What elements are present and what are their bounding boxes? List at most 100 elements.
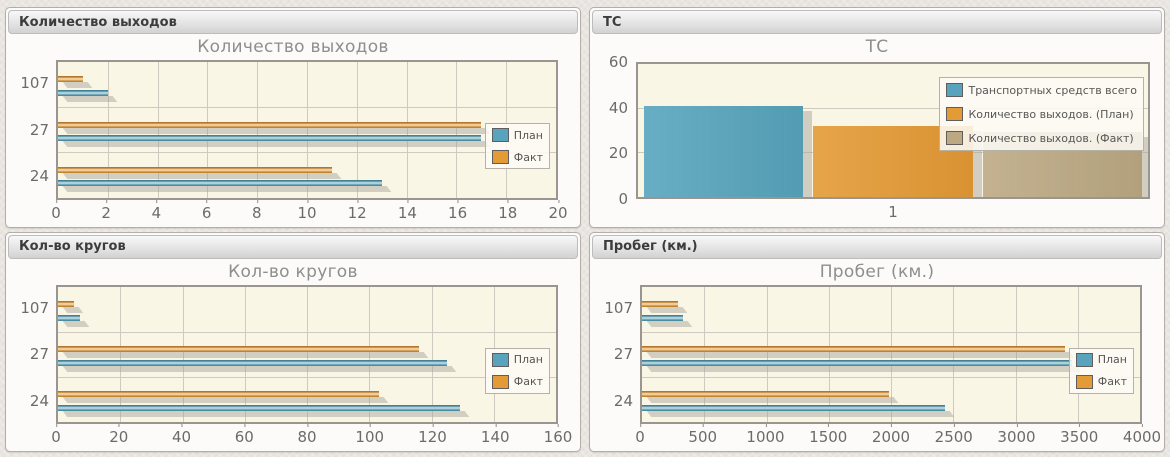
- panel-header[interactable]: Количество выходов: [8, 10, 578, 34]
- panel-probeg: Пробег (км.) Пробег (км.) 107 27 24 План Фак…: [589, 231, 1165, 452]
- panel-header[interactable]: Пробег (км.): [592, 234, 1162, 259]
- gridline-horizontal: [638, 108, 1148, 110]
- x-axis-label: 10: [297, 199, 317, 222]
- x-axis-label: 2500: [934, 424, 973, 446]
- bar-fact-107: [58, 300, 74, 307]
- panel-header[interactable]: Кол-во кругов: [8, 234, 578, 259]
- gridline-horizontal: [58, 331, 556, 333]
- chart-title: Кол-во кругов: [228, 261, 358, 282]
- x-axis-label: 3500: [1060, 424, 1099, 446]
- gridline-vertical: [431, 286, 433, 422]
- legend-swatch-icon: [491, 128, 509, 142]
- bar-chart-krugi: 107 27 24 План Факт 0 20 40 60 80 100 120 140 160: [14, 284, 572, 449]
- x-axis-label: 100: [355, 424, 385, 446]
- legend-swatch-icon: [491, 150, 509, 164]
- x-axis-label: 120: [418, 424, 447, 446]
- x-axis-label: 80: [297, 424, 317, 446]
- plot-area: План Факт: [56, 60, 558, 200]
- bar-plan-27: [58, 359, 448, 366]
- x-axis-label: 6: [201, 199, 212, 222]
- x-axis-label: 2000: [871, 424, 911, 446]
- y-axis-labels: 107 27 24: [14, 60, 56, 200]
- bar-chart-vyhody: 107 27 24 План Факт 0 2 4 6 8 10 12 14 16 18 20: [14, 60, 568, 224]
- legend-label: План: [513, 353, 543, 366]
- x-axis-label: 12: [347, 199, 367, 222]
- legend-item: План: [1075, 352, 1127, 367]
- panel-header-label: Количество выходов: [19, 14, 177, 30]
- gridline-horizontal: [58, 376, 556, 378]
- panel-kolvo-krugov: Кол-во кругов Кол-во кругов 107 27 24 План Ф…: [5, 231, 581, 452]
- x-axis-label: 1: [888, 202, 898, 221]
- x-axis-label: 0: [635, 424, 645, 446]
- bar-fact-24: [58, 166, 332, 173]
- legend-label: Количество выходов. (Факт): [968, 131, 1134, 145]
- panel-body: Количество выходов 107 27 24 План Факт 0 2 4 6 8 1…: [8, 34, 578, 225]
- x-axis-label: 0: [51, 199, 61, 222]
- bar-plan-107: [642, 314, 684, 321]
- bar-fact-107: [642, 300, 679, 307]
- panel-ts: ТС ТС 0 20 40 60 Транспортных средств всего К…: [589, 7, 1165, 228]
- x-axis-label: 60: [234, 424, 254, 446]
- x-axis-labels: 1: [636, 199, 1150, 225]
- x-axis-label: 0: [51, 424, 61, 446]
- x-axis-label: 1000: [746, 424, 785, 446]
- gridline-horizontal: [58, 107, 556, 109]
- x-axis-labels: 0 20 40 60 80 100 120 140 160: [51, 424, 572, 448]
- bar-plan-24: [58, 180, 382, 187]
- y-axis-label: 107: [604, 298, 633, 317]
- legend-swatch-icon: [491, 352, 509, 367]
- panel-header[interactable]: ТС: [592, 10, 1162, 34]
- gridline-horizontal: [58, 152, 556, 154]
- legend: План Факт: [484, 347, 550, 394]
- legend-swatch-icon: [946, 107, 964, 121]
- legend-swatch-icon: [491, 374, 509, 389]
- x-axis-label: 20: [109, 424, 129, 446]
- bar-series-0: [644, 105, 804, 197]
- chart-title: ТС: [865, 37, 889, 57]
- bar-plan-27: [642, 359, 1072, 366]
- x-axis-label: 18: [498, 199, 518, 222]
- bar-fact-107: [58, 76, 83, 83]
- x-axis-label: 140: [480, 424, 510, 446]
- bar-plan-107: [58, 90, 108, 96]
- y-axis-label: 20: [608, 144, 628, 162]
- y-axis-label: 40: [608, 98, 628, 117]
- gridline-horizontal: [642, 376, 1140, 378]
- bar-fact-27: [58, 346, 420, 353]
- legend-item: Количество выходов. (Факт): [946, 131, 1137, 145]
- gridline-horizontal: [642, 331, 1140, 333]
- legend-label: Транспортных средств всего: [968, 83, 1137, 97]
- bar-plan-24: [642, 404, 945, 411]
- legend-swatch-icon: [946, 83, 964, 97]
- legend-swatch-icon: [1075, 374, 1093, 389]
- panel-body: Пробег (км.) 107 27 24 План Факт 0 500 1000 1500…: [592, 259, 1162, 450]
- panel-kolichestvo-vyhodov: Количество выходов Количество выходов 10…: [5, 7, 581, 228]
- legend-label: Факт: [1097, 375, 1127, 388]
- x-axis-label: 3000: [997, 424, 1036, 446]
- panel-header-label: Пробег (км.): [603, 239, 698, 254]
- bar-chart-ts: 0 20 40 60 Транспортных средств всего Количес…: [598, 53, 1150, 225]
- x-axis-labels: 0 500 1000 1500 2000 2500 3000 3500 4000: [635, 424, 1161, 448]
- legend: План Факт: [484, 123, 550, 169]
- legend: План Факт: [1068, 347, 1134, 394]
- y-axis-label: 24: [29, 167, 49, 186]
- bar-fact-27: [642, 346, 1066, 353]
- bar-fact-27: [58, 121, 482, 128]
- y-axis-label: 27: [29, 345, 49, 364]
- plot-area: План Факт: [640, 284, 1142, 424]
- x-axis-label: 16: [448, 199, 468, 222]
- bar-fact-24: [642, 391, 889, 398]
- x-axis-label: 500: [688, 424, 718, 446]
- y-axis-labels: 107 27 24: [598, 285, 640, 425]
- legend: Транспортных средств всего Количество вых…: [939, 77, 1144, 151]
- legend-item: Факт: [1075, 374, 1127, 389]
- bar-fact-24: [58, 391, 379, 398]
- y-axis-label: 27: [29, 120, 49, 139]
- bar-plan-107: [58, 314, 80, 321]
- y-axis-label: 24: [29, 391, 49, 410]
- x-axis-label: 14: [397, 199, 417, 222]
- bars-group: [638, 64, 1148, 197]
- y-axis-label: 27: [613, 345, 633, 364]
- x-axis-label: 1500: [809, 424, 848, 446]
